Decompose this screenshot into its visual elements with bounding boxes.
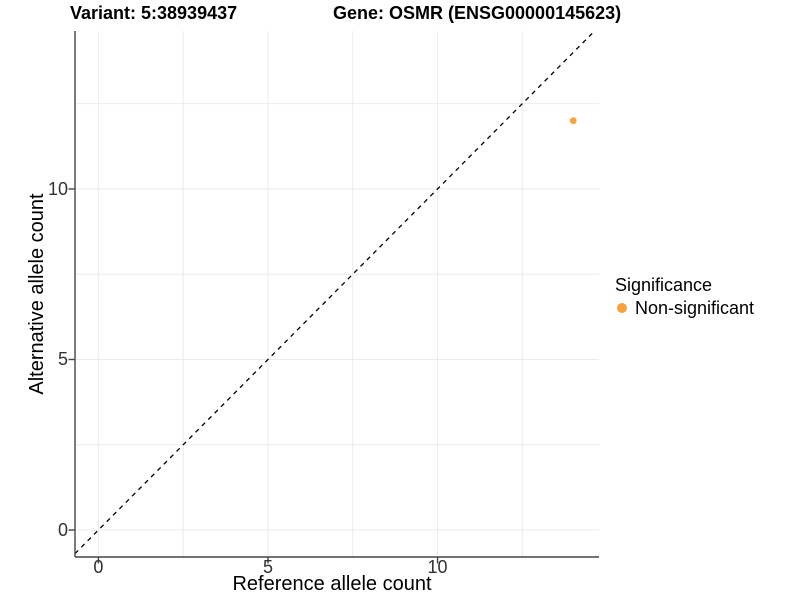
variant-title: Variant: 5:38939437 [70, 3, 238, 23]
x-axis-title: Reference allele count [232, 573, 432, 595]
y-tick-label: 5 [57, 349, 68, 370]
legend-items: Non-significant [615, 297, 754, 319]
x-tick-label: 0 [93, 557, 104, 577]
legend-item: Non-significant [615, 297, 754, 319]
y-tick-label: 10 [47, 178, 68, 199]
legend-dot-icon [617, 303, 627, 313]
x-tick-label: 10 [427, 557, 448, 577]
x-tick-label: 5 [262, 557, 273, 577]
legend-item-label: Non-significant [635, 298, 755, 318]
y-tick-label: 0 [57, 520, 68, 541]
data-point [569, 117, 577, 125]
identity-line [74, 30, 596, 555]
gene-title: Gene: OSMR (ENSG00000145623) [333, 3, 622, 23]
y-axis-title: Alternative allele count [26, 193, 48, 395]
legend-title: Significance [615, 275, 713, 295]
legend: Significance Non-significant [615, 274, 754, 319]
